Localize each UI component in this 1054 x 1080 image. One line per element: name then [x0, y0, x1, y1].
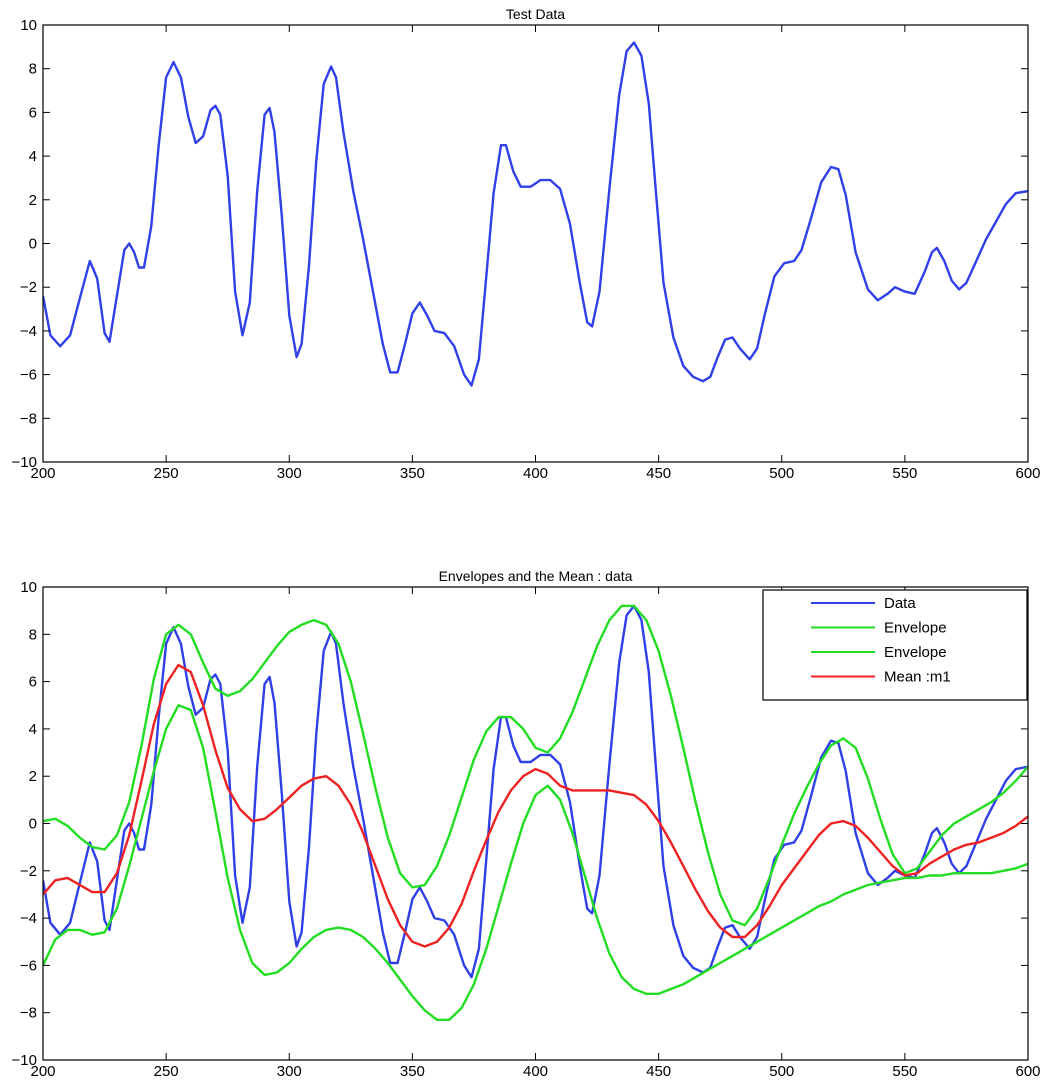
y-tick-label: 10: [20, 579, 37, 596]
y-tick-label: −2: [20, 863, 37, 880]
y-tick-label: 0: [29, 816, 37, 833]
y-tick-label: 2: [29, 192, 37, 209]
x-tick-label: 200: [30, 1063, 55, 1080]
y-tick-label: −8: [20, 410, 37, 427]
y-tick-label: 8: [29, 626, 37, 643]
y-tick-label: −10: [12, 454, 37, 471]
y-tick-label: −8: [20, 1005, 37, 1022]
y-tick-label: −6: [20, 367, 37, 384]
y-tick-label: −6: [20, 957, 37, 974]
legend-label: Envelope: [884, 644, 947, 661]
chart-title: Envelopes and the Mean : data: [439, 568, 633, 584]
chart-envelopes-and-mean: 200 250 300 350 400 450 500 550 600 −10 −8 −6 −4 −2 0 2…: [12, 568, 1041, 1080]
x-tick-label: 450: [646, 1063, 671, 1080]
y-tick-label: 2: [29, 768, 37, 785]
y-tick-label: −4: [20, 323, 37, 340]
y-tick-label: −4: [20, 910, 37, 927]
x-tick-label: 600: [1015, 1063, 1040, 1080]
y-tick-label: 6: [29, 104, 37, 121]
x-tick-label: 500: [769, 465, 794, 482]
chart-test-data: 200 250 300 350 400 450 500 550 600 −10 −8 −6 −4 −2 0 2…: [12, 6, 1041, 482]
x-tick-label: 350: [400, 465, 425, 482]
series-line-mean-m1-3: [43, 663, 1028, 948]
series-line-envelope-2: [43, 704, 1028, 1021]
y-tick-label: −2: [20, 279, 37, 296]
x-tick-label: 250: [154, 1063, 179, 1080]
series-group: [43, 41, 1028, 387]
x-tick-label: 400: [523, 1063, 548, 1080]
legend-box: [762, 589, 1028, 701]
y-tick-label: 6: [29, 674, 37, 691]
chart-title: Test Data: [506, 6, 565, 22]
x-tick-label: 350: [400, 1063, 425, 1080]
legend-label: Mean :m1: [884, 669, 951, 686]
plot-area: [43, 25, 1028, 462]
y-tick-label: 4: [29, 148, 37, 165]
x-tick-label: 550: [892, 1063, 917, 1080]
series-line-data-0: [43, 604, 1028, 979]
series-line-envelope-1: [43, 604, 1028, 927]
x-tick-label: 400: [523, 465, 548, 482]
y-tick-label: 4: [29, 721, 37, 738]
x-tick-label: 500: [769, 1063, 794, 1080]
series-line-0: [43, 41, 1028, 387]
y-tick-label: 0: [29, 236, 37, 253]
x-tick-label: 300: [277, 1063, 302, 1080]
x-tick-label: 450: [646, 465, 671, 482]
x-tick-label: 250: [154, 465, 179, 482]
legend: Data Envelope Envelope Mean :m1: [762, 589, 1028, 701]
y-tick-label: 8: [29, 61, 37, 78]
legend-label: Envelope: [884, 620, 947, 637]
legend-label: Data: [884, 595, 916, 612]
series-group: [43, 604, 1028, 1021]
y-tick-label: −10: [12, 1052, 37, 1069]
x-tick-label: 300: [277, 465, 302, 482]
x-tick-label: 600: [1015, 465, 1040, 482]
x-tick-label: 550: [892, 465, 917, 482]
y-tick-label: 10: [20, 17, 37, 34]
x-tick-label: 200: [30, 465, 55, 482]
